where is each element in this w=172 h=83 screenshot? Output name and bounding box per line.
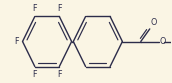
Text: O: O [151,18,157,27]
Text: O: O [160,37,166,46]
Text: F: F [57,4,62,13]
Text: F: F [33,70,37,79]
Text: F: F [14,37,19,46]
Text: F: F [57,70,62,79]
Text: F: F [33,4,37,13]
